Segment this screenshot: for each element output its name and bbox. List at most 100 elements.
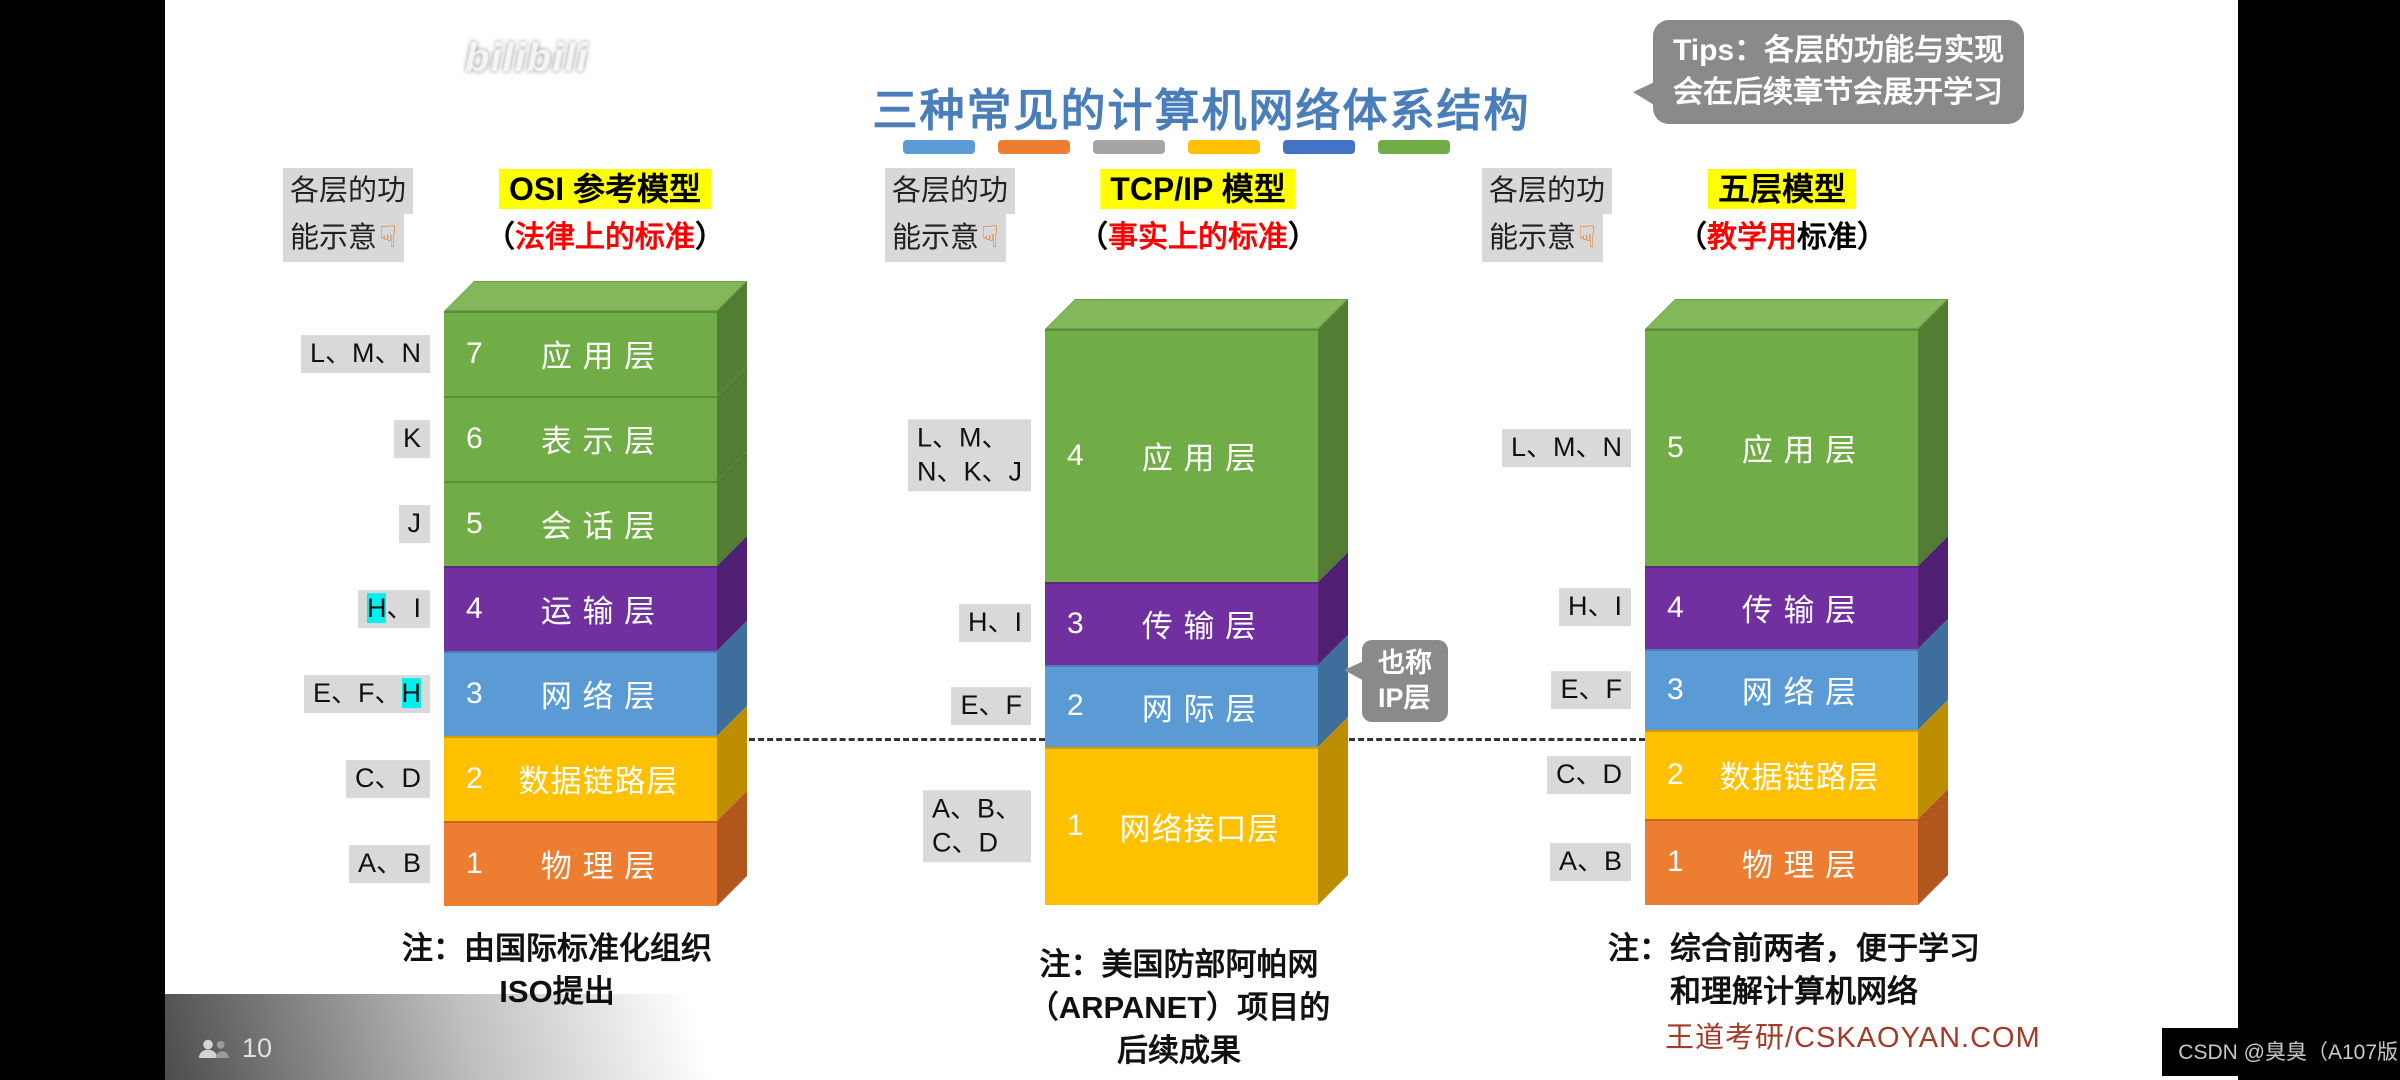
model-subtitle-osi: （法律上的标准） xyxy=(485,221,725,254)
brand-watermark: 王道考研/CSKAOYAN.COM xyxy=(1665,1022,2041,1054)
func-tag: L、M、N xyxy=(300,335,430,373)
layer-data-link: 2 数据链路层 xyxy=(444,736,717,821)
func-tag: H、I xyxy=(959,604,1031,642)
layer-number: 4 xyxy=(466,591,484,625)
legend-swatch xyxy=(1093,140,1165,154)
legend-swatch xyxy=(1283,140,1355,154)
viewer-count-number: 10 xyxy=(242,1033,273,1063)
ip-bubble-tail xyxy=(1344,660,1366,682)
note-five: 注：综合前两者，便于学习 和理解计算机网络 xyxy=(1608,931,1980,1009)
layer-application: 4 应 用 层 xyxy=(1045,329,1318,582)
layer-number: 3 xyxy=(1667,672,1685,706)
func-line1: 各层的功 xyxy=(283,168,414,215)
model-title-tcpip: TCP/IP 模型 xyxy=(1100,164,1296,210)
uploader-watermark xyxy=(347,42,459,72)
func-line2: 能示意☟ xyxy=(1482,214,1604,262)
layer-name: 数据链路层 xyxy=(1719,760,1880,795)
func-line1: 各层的功 xyxy=(885,168,1016,215)
layer-network-interface: 1 网络接口层 xyxy=(1045,747,1318,905)
viewers-icon xyxy=(199,1039,229,1058)
func-indicator-five: 各层的功 能示意☟ xyxy=(1482,168,1613,262)
func-indicator-osi: 各层的功 能示意☟ xyxy=(283,168,414,262)
func-tag: A、B xyxy=(348,845,430,883)
tips-bubble: Tips：各层的功能与实现 会在后续章节会展开学习 xyxy=(1633,20,2025,124)
tips-line1: Tips：各层的功能与实现 xyxy=(1673,34,2005,67)
layer-physical: 1 物 理 层 xyxy=(444,821,717,906)
layer-name: 网络接口层 xyxy=(1119,811,1280,847)
layer-internet: 2 网 际 层 xyxy=(1045,665,1318,747)
layer-name: 会 话 层 xyxy=(540,509,657,544)
layer-number: 3 xyxy=(466,676,484,710)
page-title: 三种常见的计算机网络体系结构 xyxy=(872,85,1531,137)
layer-name: 传 输 层 xyxy=(1741,593,1858,628)
layer-data-link: 2 数据链路层 xyxy=(1645,730,1918,819)
hand-down-icon: ☟ xyxy=(1578,221,1597,255)
func-tag: A、B xyxy=(1549,843,1631,881)
layer-name: 物 理 层 xyxy=(1741,847,1858,883)
func-tag: H、I xyxy=(357,590,430,628)
tips-bubble-tail xyxy=(1633,80,1659,108)
layer-name: 网 际 层 xyxy=(1141,691,1258,727)
layer-name: 应 用 层 xyxy=(1141,441,1258,476)
viewer-count: 10 xyxy=(196,1033,272,1064)
layer-name: 表 示 层 xyxy=(540,424,657,459)
layer-number: 2 xyxy=(1667,757,1685,791)
func-indicator-tcpip: 各层的功 能示意☟ xyxy=(885,168,1016,262)
func-tag: L、M、 N、K、J xyxy=(907,419,1031,491)
hand-down-icon: ☟ xyxy=(379,221,398,255)
model-subtitle-five: （教学用标准） xyxy=(1677,221,1887,254)
layer-number: 1 xyxy=(1067,809,1085,842)
layer-name: 物 理 层 xyxy=(540,849,657,884)
func-line2: 能示意☟ xyxy=(283,214,405,262)
layer-application: 5 应 用 层 xyxy=(1645,329,1918,566)
layer-network: 3 网 络 层 xyxy=(444,651,717,736)
layer-name: 应 用 层 xyxy=(540,339,657,374)
func-tag: E、F、H xyxy=(303,675,430,713)
layer-physical: 1 物 理 层 xyxy=(1645,819,1918,905)
func-tag: H、I xyxy=(1559,588,1631,626)
tips-line2: 会在后续章节会展开学习 xyxy=(1673,76,2003,109)
hand-down-icon: ☟ xyxy=(981,221,1000,255)
func-tag: A、B、 C、D xyxy=(922,790,1031,862)
func-line2: 能示意☟ xyxy=(885,214,1007,262)
layer-number: 4 xyxy=(1067,438,1085,472)
legend-swatch xyxy=(903,140,975,154)
layer-transport: 4 运 输 层 xyxy=(444,566,717,651)
layer-number: 1 xyxy=(1667,845,1685,878)
legend-swatch xyxy=(998,140,1070,154)
model-title-five: 五层模型 xyxy=(1707,164,1857,210)
bilibili-watermark: bilibili xyxy=(465,36,589,80)
layer-number: 2 xyxy=(1067,689,1085,722)
layer-network: 3 网 络 层 xyxy=(1645,649,1918,730)
model-title-osi: OSI 参考模型 xyxy=(498,164,712,210)
layer-number: 6 xyxy=(466,421,484,455)
legend-swatch xyxy=(1188,140,1260,154)
layer-transport: 3 传 输 层 xyxy=(1045,582,1318,665)
func-tag: K xyxy=(393,420,430,458)
dashed-connector xyxy=(1349,738,1645,741)
func-tag: E、F xyxy=(951,687,1031,725)
slide: bilibili 三种常见的计算机网络体系结构 Tips：各层的功能与实现 会在… xyxy=(165,0,2238,1080)
model-subtitle-tcpip: （事实上的标准） xyxy=(1078,221,1318,254)
func-tag: C、D xyxy=(346,760,430,798)
stack-top-face xyxy=(444,281,747,311)
note-osi: 注：由国际标准化组织 ISO提出 xyxy=(402,931,712,1009)
dashed-connector xyxy=(749,738,1045,741)
layer-number: 5 xyxy=(466,506,484,540)
layer-number: 1 xyxy=(466,846,484,880)
func-tag: E、F xyxy=(1551,671,1631,709)
layer-number: 7 xyxy=(466,336,484,370)
layer-application: 7 应 用 层 xyxy=(444,311,717,396)
func-line1: 各层的功 xyxy=(1482,168,1613,215)
func-tag: L、M、N xyxy=(1501,429,1631,467)
layer-session: 5 会 话 层 xyxy=(444,481,717,566)
five-layer-stack: 5 应 用 层 4 传 输 层 3 网 络 层 2 数据链路层 1 物 理 层 xyxy=(1645,299,1948,905)
func-tag: C、D xyxy=(1547,756,1631,794)
csdn-watermark: CSDN @臭臭（A107版 xyxy=(2162,1028,2400,1076)
layer-transport: 4 传 输 层 xyxy=(1645,566,1918,649)
layer-name: 网 络 层 xyxy=(540,679,657,714)
stack-top-face xyxy=(1045,299,1348,329)
func-tag: J xyxy=(398,505,430,543)
layer-name: 数据链路层 xyxy=(518,764,679,799)
